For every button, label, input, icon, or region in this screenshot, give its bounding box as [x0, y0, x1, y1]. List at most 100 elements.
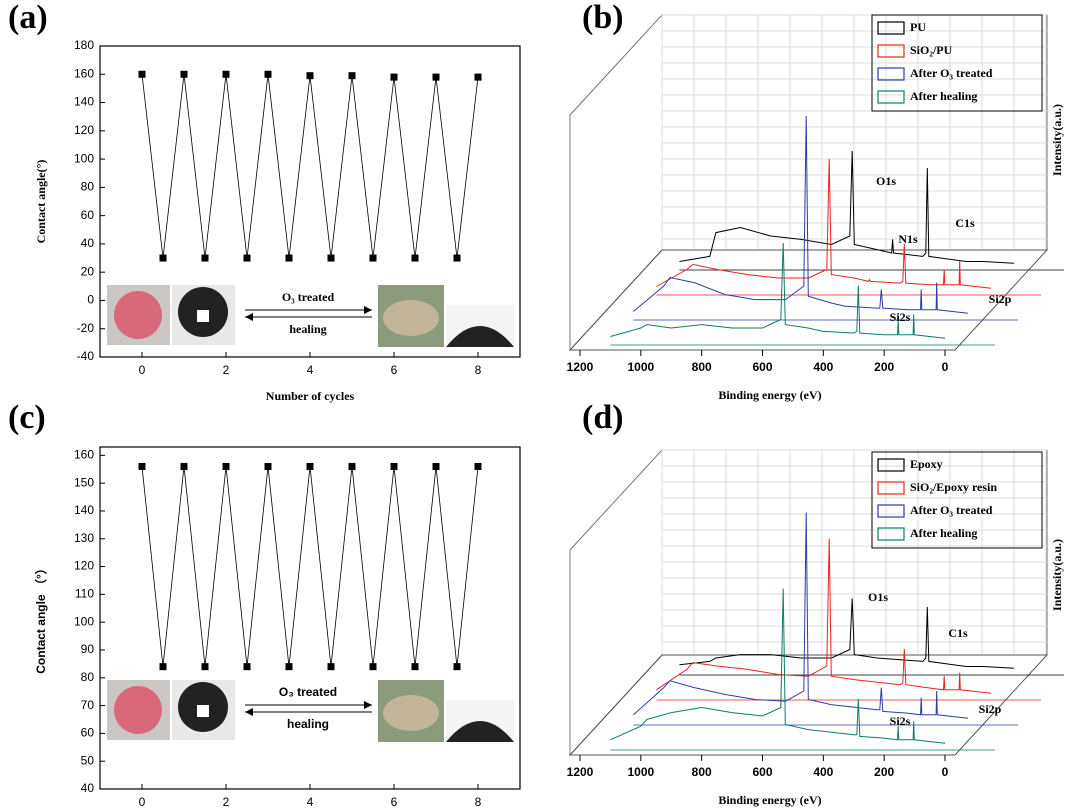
marker [201, 254, 209, 262]
annotation: O₃ treated [282, 290, 335, 304]
x-tick-label: 4 [307, 363, 314, 377]
x-tick-label: 0 [942, 765, 949, 779]
marker [411, 663, 419, 671]
marker [474, 462, 482, 470]
legend-label: Epoxy [910, 457, 943, 471]
z-axis-title: Intensity(a.u.) [1050, 539, 1064, 611]
arrow-head [245, 708, 253, 716]
marker [264, 462, 272, 470]
x-tick-label: 0 [942, 360, 949, 374]
x-tick-label: 400 [813, 765, 833, 779]
legend-label: SiO₂/Epoxy resin [910, 480, 997, 494]
marker [369, 663, 377, 671]
spectrum [633, 115, 969, 314]
annotation: C1s [955, 216, 975, 230]
x-axis-title: Binding energy (eV) [718, 793, 821, 807]
marker [348, 462, 356, 470]
spectrum [610, 242, 946, 339]
floor [568, 654, 1049, 756]
annotation: O1s [876, 174, 896, 188]
x-tick-label: 600 [752, 360, 772, 374]
annotation: healing [287, 717, 329, 731]
x-tick-label: 800 [692, 765, 712, 779]
marker [201, 663, 209, 671]
annotation: Si2s [890, 714, 911, 728]
marker [390, 462, 398, 470]
spectrum [633, 512, 969, 719]
legend-swatch [877, 67, 905, 81]
y-axis-title: Contact angle(°) [34, 160, 48, 244]
z-axis-title: Intensity(a.u.) [1050, 104, 1064, 176]
marker [306, 72, 314, 80]
y-tick-label: 110 [75, 587, 94, 601]
y-tick-label: 100 [74, 614, 94, 628]
x-tick-label: 1200 [567, 360, 594, 374]
y-tick-label: 20 [81, 264, 95, 278]
legend-label: After O₃ treated [910, 503, 993, 517]
marker [474, 73, 482, 81]
annotation: Si2p [989, 292, 1012, 306]
marker [285, 254, 293, 262]
highlight [197, 310, 209, 322]
y-tick-label: 80 [81, 670, 95, 684]
y-tick-label: 120 [74, 123, 94, 137]
y-tick-label: 150 [74, 475, 94, 489]
y-tick-label: 80 [81, 180, 95, 194]
legend-swatch [877, 90, 905, 104]
legend-swatch [877, 527, 905, 541]
spectrum [656, 538, 992, 694]
marker [306, 462, 314, 470]
y-tick-label: 40 [81, 236, 95, 250]
y-tick-label: 160 [74, 66, 94, 80]
legend-label: After healing [910, 89, 977, 103]
legend-swatch [877, 44, 905, 58]
marker [453, 254, 461, 262]
x-tick-label: 6 [391, 363, 398, 377]
y-tick-label: 140 [74, 503, 94, 517]
annotation: O₃ treated [279, 685, 337, 699]
panel-label: (a) [8, 0, 48, 36]
legend-frame [871, 451, 1043, 549]
arrow-head [364, 306, 372, 314]
annotation: C1s [948, 626, 968, 640]
marker [348, 72, 356, 80]
x-tick-label: 1000 [627, 765, 654, 779]
x-tick-label: 8 [475, 363, 482, 377]
x-tick-label: 2 [223, 795, 230, 809]
legend-label: After O₃ treated [910, 66, 993, 80]
marker [264, 70, 272, 78]
x-tick-label: 400 [813, 360, 833, 374]
x-tick-label: 1000 [627, 360, 654, 374]
panel-label: (b) [582, 0, 624, 36]
marker [159, 663, 167, 671]
y-tick-label: -40 [77, 349, 95, 363]
marker [411, 254, 419, 262]
y-axis-title: Contact angle （°） [33, 562, 48, 673]
x-tick-label: 4 [307, 795, 314, 809]
x-tick-label: 0 [139, 363, 146, 377]
y-tick-label: 40 [81, 781, 95, 795]
panel-label: (c) [8, 399, 46, 436]
spectrum [610, 588, 946, 744]
y-tick-label: 0 [87, 293, 94, 307]
annotation: Si2p [979, 702, 1002, 716]
panel-label: (d) [582, 399, 624, 436]
y-tick-label: 180 [74, 38, 94, 52]
legend-swatch [877, 504, 905, 518]
y-tick-label: 60 [81, 726, 95, 740]
y-tick-label: -20 [77, 321, 95, 335]
y-tick-label: 160 [74, 448, 94, 462]
legend-swatch [877, 21, 905, 35]
legend-label: SiO₂/PU [910, 43, 953, 57]
marker [180, 70, 188, 78]
x-tick-label: 6 [391, 795, 398, 809]
spectrum [656, 158, 992, 289]
arrow-head [245, 313, 253, 321]
marker [138, 462, 146, 470]
marker [243, 663, 251, 671]
droplet [446, 326, 514, 347]
annotation: healing [289, 322, 326, 336]
annotation: O1s [868, 590, 888, 604]
y-tick-label: 60 [81, 208, 95, 222]
legend-swatch [877, 458, 905, 472]
